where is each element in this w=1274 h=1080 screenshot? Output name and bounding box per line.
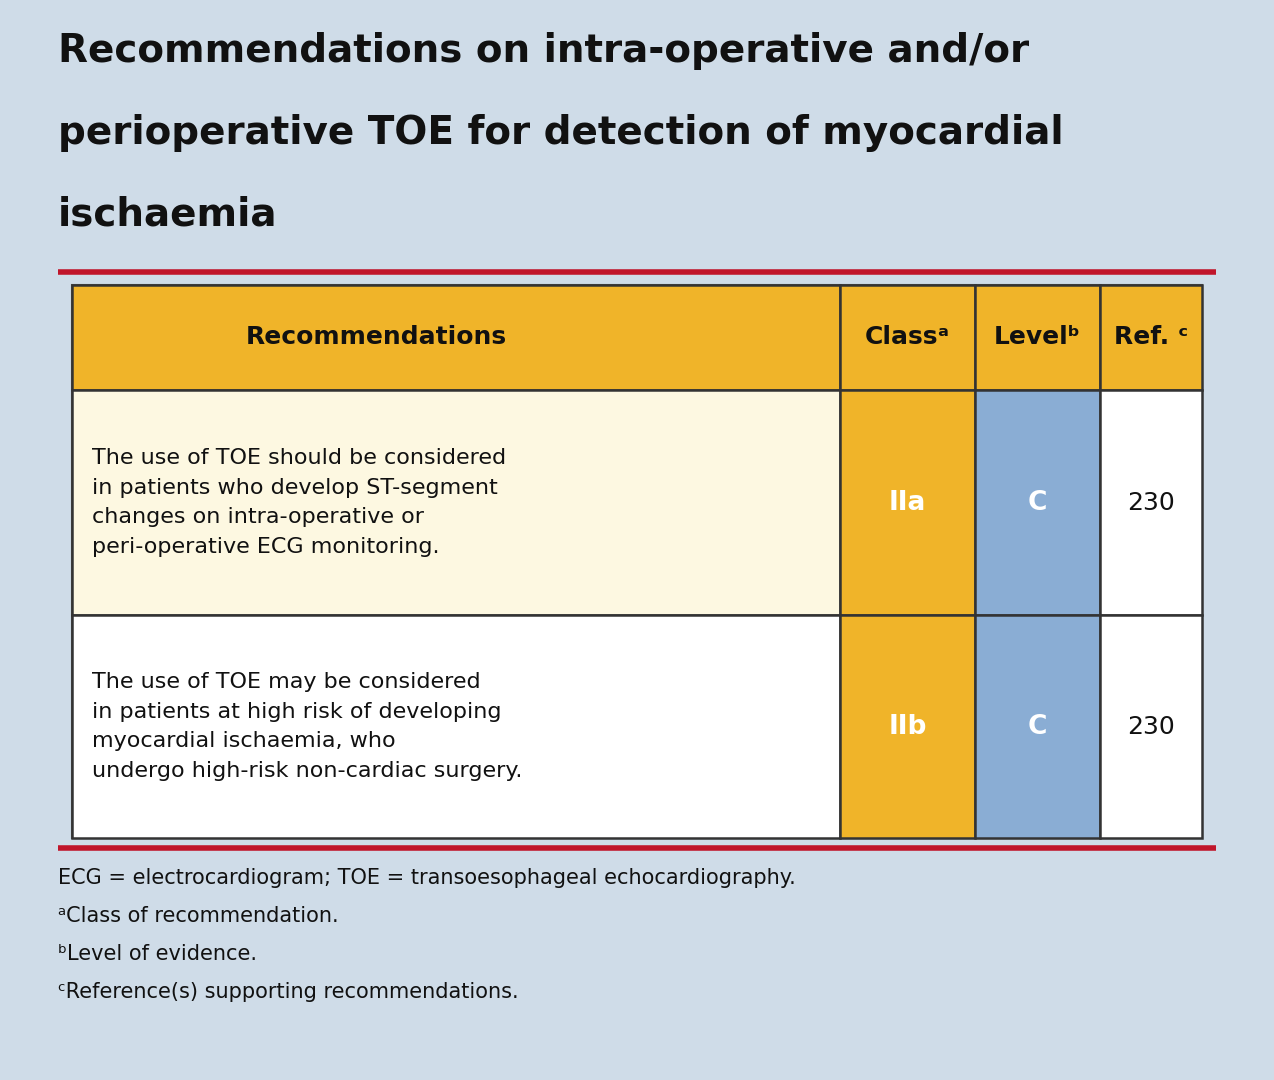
Bar <box>975 615 1099 838</box>
Text: IIb: IIb <box>888 714 926 740</box>
Text: Classᵃ: Classᵃ <box>865 325 950 350</box>
Bar <box>73 615 840 838</box>
Bar <box>1099 285 1201 390</box>
Bar <box>840 390 975 615</box>
Text: ᵇLevel of evidence.: ᵇLevel of evidence. <box>59 944 257 964</box>
Text: C: C <box>1028 714 1047 740</box>
Bar <box>840 285 975 390</box>
Text: Recommendations on intra-operative and/or: Recommendations on intra-operative and/o… <box>59 32 1029 70</box>
Bar <box>975 285 1099 390</box>
Bar <box>975 390 1099 615</box>
Text: The use of TOE may be considered
in patients at high risk of developing
myocardi: The use of TOE may be considered in pati… <box>92 672 522 781</box>
Text: 230: 230 <box>1127 715 1175 739</box>
Bar <box>73 285 840 390</box>
Text: C: C <box>1028 489 1047 515</box>
Text: perioperative TOE for detection of myocardial: perioperative TOE for detection of myoca… <box>59 114 1064 152</box>
Bar <box>1099 390 1201 615</box>
Bar <box>73 285 1201 838</box>
Text: Ref. ᶜ: Ref. ᶜ <box>1113 325 1189 350</box>
Text: IIa: IIa <box>889 489 926 515</box>
Bar <box>1099 615 1201 838</box>
Text: ᵃClass of recommendation.: ᵃClass of recommendation. <box>59 906 339 926</box>
Text: 230: 230 <box>1127 490 1175 514</box>
Bar <box>840 615 975 838</box>
Text: The use of TOE should be considered
in patients who develop ST-segment
changes o: The use of TOE should be considered in p… <box>92 448 506 557</box>
Text: ᶜReference(s) supporting recommendations.: ᶜReference(s) supporting recommendations… <box>59 982 519 1002</box>
Text: ischaemia: ischaemia <box>59 195 278 234</box>
Text: ECG = electrocardiogram; TOE = transoesophageal echocardiography.: ECG = electrocardiogram; TOE = transoeso… <box>59 868 796 888</box>
Bar <box>73 390 840 615</box>
Text: Recommendations: Recommendations <box>246 325 507 350</box>
Text: Levelᵇ: Levelᵇ <box>994 325 1080 350</box>
